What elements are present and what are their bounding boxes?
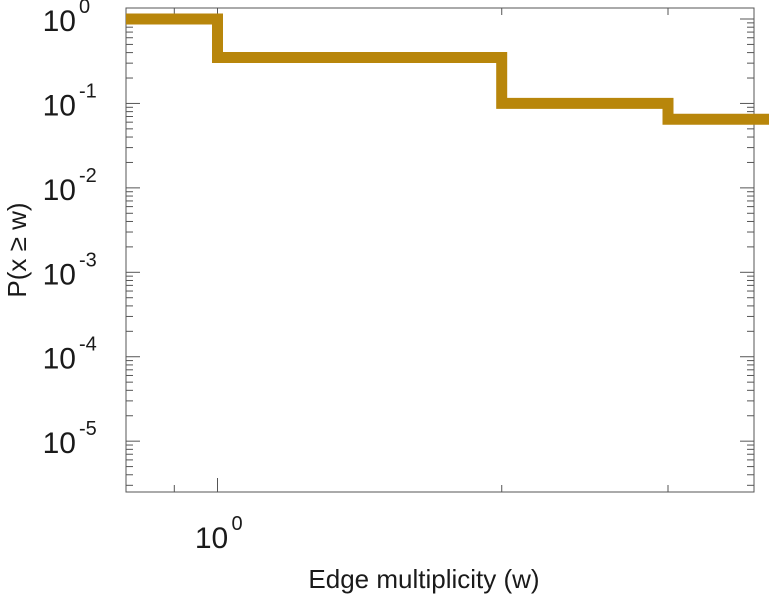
y-axis-label: P(x ≥ w) <box>2 202 32 297</box>
y-tick-exponent: -4 <box>79 334 97 356</box>
y-tick-exponent: 0 <box>79 0 90 18</box>
minor-ticks <box>125 8 754 492</box>
y-tick-exponent: -2 <box>79 165 97 187</box>
y-tick-label: 10 <box>43 5 76 38</box>
x-axis-label: Edge multiplicity (w) <box>308 564 539 594</box>
x-tick-label: 10 <box>195 522 228 555</box>
ccdf-series-line <box>126 13 769 125</box>
y-tick-label: 10 <box>43 174 76 207</box>
major-ticks <box>126 8 754 492</box>
x-tick-exponent: 0 <box>232 513 243 535</box>
y-tick-exponent: -5 <box>79 418 97 440</box>
y-tick-label: 10 <box>43 258 76 291</box>
y-tick-label: 10 <box>43 343 76 376</box>
y-tick-label: 10 <box>43 427 76 460</box>
y-tick-label: 10 <box>43 89 76 122</box>
y-tick-exponent: -1 <box>79 80 97 102</box>
plot-frame <box>125 7 755 493</box>
x-tick-labels: 100101102103 <box>195 513 243 555</box>
y-tick-exponent: -3 <box>79 249 97 271</box>
